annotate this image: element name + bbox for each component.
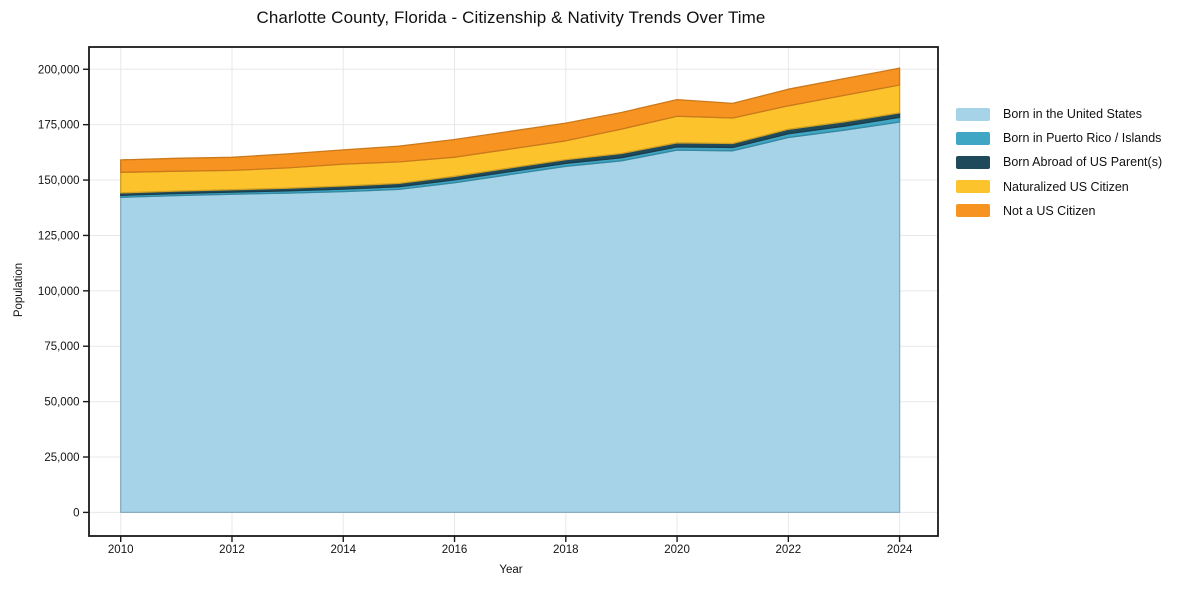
area-series-4 bbox=[120, 67, 901, 173]
x-tick-label: 2014 bbox=[330, 544, 356, 556]
legend-swatch bbox=[956, 204, 990, 218]
x-tick-label: 2022 bbox=[776, 544, 802, 556]
x-tick-label: 2024 bbox=[887, 544, 913, 556]
legend: Born in the United States Born in Puerto … bbox=[956, 102, 1162, 223]
legend-label: Born Abroad of US Parent(s) bbox=[1003, 155, 1163, 170]
legend-item: Born in Puerto Rico / Islands bbox=[956, 126, 1162, 150]
y-tick-label: 150,000 bbox=[38, 175, 80, 187]
legend-swatch bbox=[956, 131, 990, 145]
y-tick-label: 0 bbox=[73, 507, 79, 519]
x-tick-label: 2012 bbox=[219, 544, 245, 556]
x-tick-label: 2018 bbox=[553, 544, 579, 556]
legend-label: Naturalized US Citizen bbox=[1003, 179, 1129, 194]
y-tick-label: 25,000 bbox=[44, 452, 79, 464]
legend-swatch bbox=[956, 107, 990, 121]
legend-item: Naturalized US Citizen bbox=[956, 175, 1162, 199]
x-tick-label: 2010 bbox=[108, 544, 134, 556]
y-tick-label: 50,000 bbox=[44, 397, 79, 409]
legend-label: Not a US Citizen bbox=[1003, 203, 1096, 218]
y-tick-label: 200,000 bbox=[38, 64, 80, 76]
y-tick-label: 175,000 bbox=[38, 120, 80, 132]
y-tick-label: 75,000 bbox=[44, 341, 79, 353]
legend-label: Born in Puerto Rico / Islands bbox=[1003, 131, 1162, 146]
y-tick-label: 100,000 bbox=[38, 286, 80, 298]
legend-item: Born Abroad of US Parent(s) bbox=[956, 150, 1162, 174]
y-tick-label: 125,000 bbox=[38, 230, 80, 242]
legend-label: Born in the United States bbox=[1003, 107, 1142, 122]
y-axis-label: Population bbox=[13, 262, 25, 318]
x-tick-label: 2016 bbox=[442, 544, 468, 556]
chart-title: Charlotte County, Florida - Citizenship … bbox=[256, 8, 766, 27]
legend-item: Born in the United States bbox=[956, 102, 1162, 126]
legend-item: Not a US Citizen bbox=[956, 199, 1162, 223]
x-axis-label: Year bbox=[499, 564, 523, 576]
legend-swatch bbox=[956, 155, 990, 169]
legend-swatch bbox=[956, 180, 990, 194]
x-tick-label: 2020 bbox=[664, 544, 690, 556]
